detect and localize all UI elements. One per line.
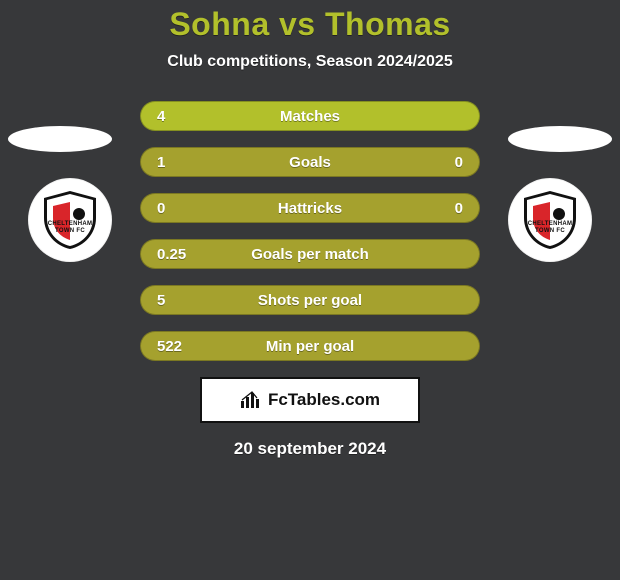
stat-left-value: 0 bbox=[157, 200, 197, 217]
title-player-left: Sohna bbox=[169, 6, 269, 42]
subtitle: Club competitions, Season 2024/2025 bbox=[167, 53, 452, 71]
right-ellipse bbox=[508, 126, 612, 152]
stat-right-value: 0 bbox=[423, 154, 463, 171]
shield-icon: CHELTENHAM TOWN FC bbox=[518, 188, 582, 252]
stat-row: 0Hattricks0 bbox=[140, 193, 480, 223]
left-ellipse bbox=[8, 126, 112, 152]
date-label: 20 september 2024 bbox=[234, 439, 386, 459]
stat-label: Min per goal bbox=[197, 338, 423, 355]
stat-left-value: 1 bbox=[157, 154, 197, 171]
left-club-label-line1: CHELTENHAM bbox=[40, 221, 100, 227]
stat-label: Hattricks bbox=[197, 200, 423, 217]
stat-row: 522Min per goal bbox=[140, 331, 480, 361]
stat-row: 5Shots per goal bbox=[140, 285, 480, 315]
stat-label: Matches bbox=[197, 108, 423, 125]
stat-left-value: 522 bbox=[157, 338, 197, 355]
stat-right-value: 0 bbox=[423, 200, 463, 217]
stat-left-value: 5 bbox=[157, 292, 197, 309]
stat-label: Goals bbox=[197, 154, 423, 171]
stats-rows: 4Matches1Goals00Hattricks00.25Goals per … bbox=[140, 101, 480, 361]
footer-badge[interactable]: FcTables.com bbox=[200, 377, 420, 423]
title-player-right: Thomas bbox=[325, 6, 451, 42]
stat-label: Goals per match bbox=[197, 246, 423, 263]
right-club-label-line2: TOWN FC bbox=[520, 228, 580, 234]
right-club-logo: CHELTENHAM TOWN FC bbox=[508, 178, 592, 262]
stat-row: 1Goals0 bbox=[140, 147, 480, 177]
stat-label: Shots per goal bbox=[197, 292, 423, 309]
stat-left-value: 0.25 bbox=[157, 246, 197, 263]
left-club-label-line2: TOWN FC bbox=[40, 228, 100, 234]
comparison-card: Sohna vs Thomas Club competitions, Seaso… bbox=[0, 0, 620, 580]
footer-site-label: FcTables.com bbox=[268, 390, 380, 410]
stat-left-value: 4 bbox=[157, 108, 197, 125]
stat-row: 4Matches bbox=[140, 101, 480, 131]
left-club-logo: CHELTENHAM TOWN FC bbox=[28, 178, 112, 262]
stat-row: 0.25Goals per match bbox=[140, 239, 480, 269]
page-title: Sohna vs Thomas bbox=[169, 6, 450, 43]
bar-chart-icon bbox=[240, 391, 262, 409]
right-club-label-line1: CHELTENHAM bbox=[520, 221, 580, 227]
shield-icon: CHELTENHAM TOWN FC bbox=[38, 188, 102, 252]
title-vs: vs bbox=[279, 6, 316, 42]
